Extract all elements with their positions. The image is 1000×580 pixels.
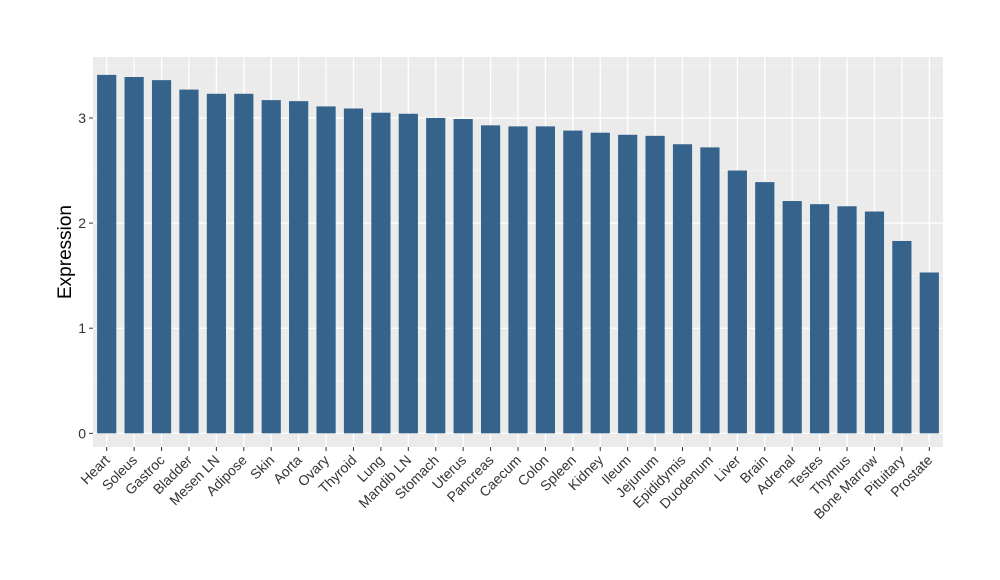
bar: [672, 144, 693, 434]
bar: [151, 80, 172, 434]
bar: [480, 125, 501, 434]
bar: [892, 240, 912, 434]
bar: [316, 106, 336, 434]
x-tick-label: Liver: [711, 452, 744, 485]
y-tick-label: 3: [78, 110, 86, 126]
bar: [179, 89, 199, 434]
bars: [97, 74, 939, 434]
bar: [234, 93, 254, 434]
y-axis-title: Expression: [55, 205, 76, 299]
y-tick-label: 0: [78, 425, 86, 441]
bar: [919, 272, 939, 434]
bar: [97, 74, 117, 434]
bar: [645, 135, 665, 434]
bar: [398, 113, 418, 434]
y-tick-label: 1: [78, 320, 86, 336]
bar: [453, 119, 473, 434]
y-tick-label: 2: [78, 215, 86, 231]
bar: [426, 117, 446, 434]
bar: [864, 211, 885, 434]
bar: [700, 147, 720, 434]
bar: [810, 204, 830, 434]
y-axis: 0 1 2 3: [78, 110, 93, 441]
bar: [727, 170, 747, 434]
bar: [755, 182, 775, 434]
bar: [590, 132, 610, 434]
bar: [508, 126, 528, 434]
bar: [563, 130, 583, 434]
bar: [261, 100, 281, 434]
bar: [206, 93, 226, 434]
bar: [837, 206, 857, 434]
bar: [618, 134, 638, 434]
bar: [289, 101, 309, 434]
bar: [371, 112, 391, 434]
bar: [782, 201, 802, 434]
bar: [343, 108, 364, 434]
bar: [535, 126, 556, 434]
bar: [124, 76, 144, 434]
